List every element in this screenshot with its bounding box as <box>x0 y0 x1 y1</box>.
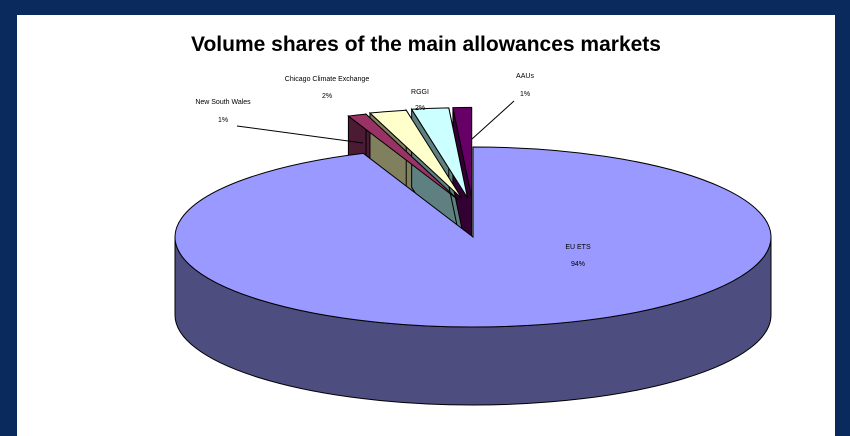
value-eu-ets: 94% <box>571 261 585 268</box>
chart-panel: Volume shares of the main allowances mar… <box>17 15 835 436</box>
pie-slice-rggi <box>410 107 468 198</box>
pie-chart: EU ETS 94% New South Wales 1% Chicago Cl… <box>174 73 772 406</box>
value-chicago-climate-exchange: 2% <box>322 93 332 100</box>
pie-slice-aaus <box>452 106 473 198</box>
data-labels: EU ETS 94% New South Wales 1% Chicago Cl… <box>195 73 591 268</box>
label-new-south-wales: New South Wales <box>195 99 251 106</box>
leader-line-new-south-wales <box>236 125 364 144</box>
label-aaus: AAUs <box>516 73 534 80</box>
pie-slice-chicago-climate-exchange <box>368 109 463 200</box>
label-eu-ets: EU ETS <box>565 244 591 251</box>
value-new-south-wales: 1% <box>218 117 228 124</box>
chart-title: Volume shares of the main allowances mar… <box>191 33 661 56</box>
value-aaus: 1% <box>520 91 530 98</box>
leader-line-aaus <box>471 100 515 140</box>
value-rggi: 2% <box>415 105 425 112</box>
pie-tops <box>174 106 772 328</box>
label-rggi: RGGI <box>411 89 429 96</box>
pie-slice-new-south-wales <box>347 113 459 201</box>
label-chicago-climate-exchange: Chicago Climate Exchange <box>285 76 370 83</box>
pie-slice-eu-ets <box>174 146 772 328</box>
leader-lines <box>236 100 515 144</box>
